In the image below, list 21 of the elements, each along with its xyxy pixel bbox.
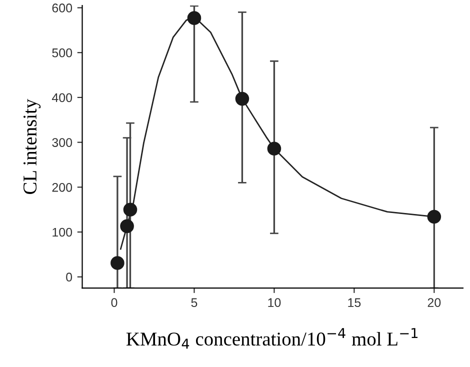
x-axis-title: KMnO$_{4}$ concentration/10$^{−4}$ mol L$^{−1}$: [126, 328, 418, 349]
y-tick-label: 300: [52, 138, 72, 147]
point: [235, 92, 250, 106]
x-tick-label: 0: [111, 298, 118, 307]
y-axis-title: CL intensity: [23, 98, 41, 194]
x-tick-label: 15: [348, 298, 361, 307]
point: [123, 202, 138, 217]
point: [120, 219, 134, 234]
y-tick-label: 600: [52, 4, 72, 12]
y-tick-label: 0: [66, 272, 72, 282]
y-tick-label: 200: [52, 182, 72, 192]
y-tick-label: 500: [52, 48, 72, 58]
point: [110, 256, 124, 270]
x-tick-label: 20: [428, 298, 441, 307]
x-tick-label: 5: [191, 298, 198, 307]
point: [267, 142, 282, 156]
y-tick-label: 100: [52, 228, 72, 237]
point: [187, 11, 202, 25]
x-tick-label: 10: [268, 298, 281, 307]
y-tick-label: 400: [52, 93, 72, 102]
point: [427, 210, 442, 224]
